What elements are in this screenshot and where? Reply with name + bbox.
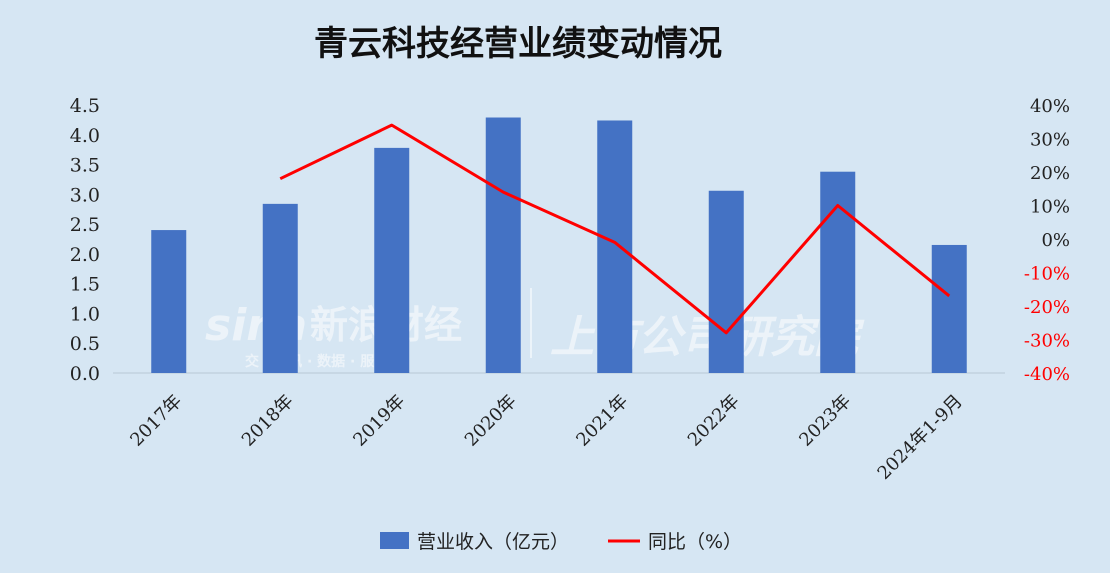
watermark-brand2: 上市公司研究院 xyxy=(550,312,865,363)
y-left-tick-label: 3.0 xyxy=(70,184,100,206)
bar xyxy=(708,190,744,373)
y-right-tick-label: -30% xyxy=(1024,331,1070,352)
y-right-tick-label: 10% xyxy=(1030,197,1070,218)
y-left-tick-label: 4.5 xyxy=(70,95,100,117)
y-left-tick-label: 2.5 xyxy=(70,214,100,236)
bar xyxy=(597,120,633,374)
y-right-tick-label: 20% xyxy=(1030,163,1070,184)
line-series xyxy=(279,123,951,335)
bar xyxy=(931,244,967,373)
y-right-tick-label: 40% xyxy=(1030,96,1070,117)
bar xyxy=(374,147,410,373)
y-left-tick-label: 1.0 xyxy=(70,303,100,325)
bar xyxy=(485,117,521,373)
bar xyxy=(262,203,298,373)
bar xyxy=(151,230,187,373)
y-right-tick-label: 30% xyxy=(1030,130,1070,151)
legend-label-line: 同比（%） xyxy=(648,531,742,553)
bars xyxy=(151,117,967,374)
y-left-tick-label: 3.5 xyxy=(70,155,100,177)
y-left-tick-label: 0.0 xyxy=(70,363,100,385)
y-right-tick-label: 0% xyxy=(1041,230,1070,251)
y-left-tick-label: 2.0 xyxy=(70,244,100,266)
y-right-tick-label: -20% xyxy=(1024,297,1070,318)
y-left-tick-label: 0.5 xyxy=(70,333,100,355)
y-right-tick-label: -40% xyxy=(1024,364,1070,385)
chart-title: 青云科技经营业绩变动情况 xyxy=(314,24,722,64)
y-right-tick-label: -10% xyxy=(1024,264,1070,285)
legend-label-bar: 营业收入（亿元） xyxy=(417,531,569,553)
bar xyxy=(820,171,856,373)
legend-swatch-bar xyxy=(380,532,409,549)
y-left-tick-label: 4.0 xyxy=(70,125,100,147)
legend: 营业收入（亿元） 同比（%） xyxy=(380,531,742,553)
line-path xyxy=(279,123,951,335)
y-left-tick-label: 1.5 xyxy=(70,274,100,296)
watermark-divider xyxy=(530,288,532,358)
